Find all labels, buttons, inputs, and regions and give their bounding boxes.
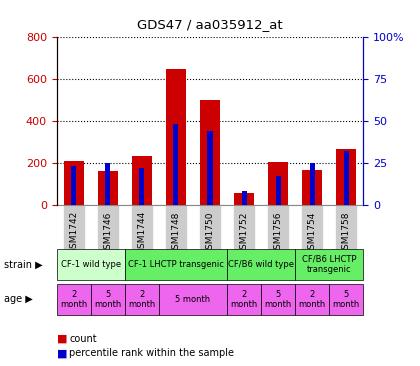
Bar: [173, 124, 178, 205]
Text: strain ▶: strain ▶: [4, 259, 43, 269]
Bar: [310, 163, 315, 205]
Text: CF-1 wild type: CF-1 wild type: [61, 260, 121, 269]
Bar: [268, 162, 289, 205]
Bar: [227, 284, 261, 315]
Text: 2
month: 2 month: [231, 290, 258, 309]
Text: 2
month: 2 month: [60, 290, 87, 309]
Text: 5
month: 5 month: [94, 290, 121, 309]
Bar: [200, 100, 220, 205]
Bar: [159, 284, 227, 315]
Bar: [207, 131, 213, 205]
Text: 5 month: 5 month: [176, 295, 210, 304]
Bar: [105, 163, 110, 205]
Bar: [261, 284, 295, 315]
Bar: [166, 69, 186, 205]
Bar: [139, 168, 144, 205]
Text: CF-1 LHCTP transgenic: CF-1 LHCTP transgenic: [128, 260, 224, 269]
Bar: [295, 284, 329, 315]
Bar: [344, 151, 349, 205]
Bar: [302, 170, 323, 205]
Bar: [57, 249, 125, 280]
Text: 2
month: 2 month: [299, 290, 326, 309]
Bar: [63, 161, 84, 205]
Bar: [125, 249, 227, 280]
Bar: [276, 176, 281, 205]
Bar: [125, 284, 159, 315]
Text: ■: ■: [57, 333, 67, 344]
Bar: [227, 249, 295, 280]
Text: 2
month: 2 month: [128, 290, 155, 309]
Text: ■: ■: [57, 348, 67, 358]
Bar: [91, 284, 125, 315]
Bar: [241, 191, 247, 205]
Bar: [71, 166, 76, 205]
Bar: [57, 284, 91, 315]
Text: CF/B6 LHCTP
transgenic: CF/B6 LHCTP transgenic: [302, 255, 357, 274]
Bar: [295, 249, 363, 280]
Bar: [131, 156, 152, 205]
Bar: [97, 171, 118, 205]
Bar: [336, 149, 357, 205]
Bar: [329, 284, 363, 315]
Bar: [234, 193, 254, 205]
Text: CF/B6 wild type: CF/B6 wild type: [228, 260, 294, 269]
Text: 5
month: 5 month: [265, 290, 292, 309]
Text: percentile rank within the sample: percentile rank within the sample: [69, 348, 234, 358]
Text: age ▶: age ▶: [4, 294, 33, 304]
Text: GDS47 / aa035912_at: GDS47 / aa035912_at: [137, 18, 283, 31]
Text: count: count: [69, 333, 97, 344]
Text: 5
month: 5 month: [333, 290, 360, 309]
